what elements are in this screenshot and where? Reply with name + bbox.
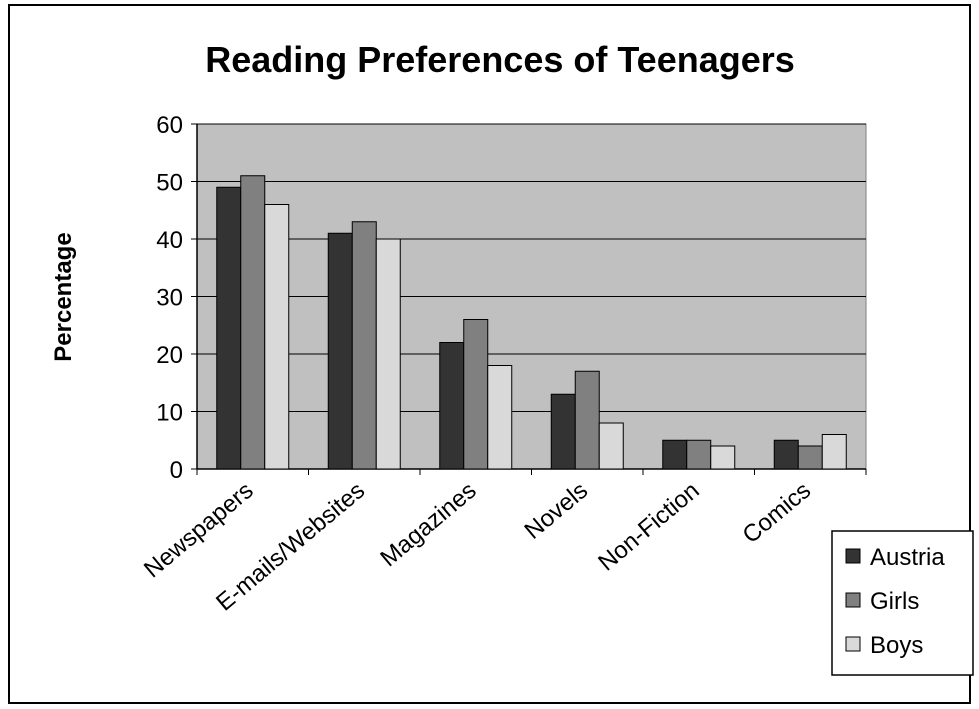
legend-swatch xyxy=(845,636,861,652)
bar-girls xyxy=(240,175,266,470)
y-axis-label: Percentage xyxy=(50,232,77,361)
y-tick-label: 10 xyxy=(156,400,183,427)
bar-austria xyxy=(439,342,465,470)
chart-title: Reading Preferences of Teenagers xyxy=(205,39,795,80)
y-tick-label: 40 xyxy=(156,227,183,254)
x-tick-label: Novels xyxy=(520,477,594,545)
bar-girls xyxy=(574,370,600,470)
x-tick-label: Non-Fiction xyxy=(593,477,704,577)
legend: Austria Girls Boys xyxy=(831,530,974,676)
bar-boys xyxy=(375,238,401,470)
bar-girls xyxy=(463,319,489,470)
bar-girls xyxy=(351,221,377,470)
bar-austria xyxy=(327,232,353,470)
legend-label: Boys xyxy=(870,632,923,659)
bar-girls xyxy=(797,445,823,470)
bar-austria xyxy=(216,186,242,470)
bar-boys xyxy=(264,204,290,470)
y-tick-label: 0 xyxy=(170,457,183,484)
legend-swatch xyxy=(845,548,861,564)
bar-austria xyxy=(550,393,576,470)
bar-austria xyxy=(662,439,688,470)
y-tick-label: 30 xyxy=(156,285,183,312)
y-tick-label: 20 xyxy=(156,342,183,369)
bar-boys xyxy=(710,445,736,470)
bar-boys xyxy=(821,434,847,470)
y-tick-label: 60 xyxy=(156,112,183,139)
x-tick-label: Magazines xyxy=(375,477,481,572)
x-tick-label: Newspapers xyxy=(139,477,259,583)
x-tick-label: Comics xyxy=(737,477,816,549)
legend-label: Girls xyxy=(870,588,919,615)
y-tick-label: 50 xyxy=(156,170,183,197)
legend-label: Austria xyxy=(870,544,945,571)
bar-boys xyxy=(598,422,624,470)
legend-swatch xyxy=(845,592,861,608)
bar-boys xyxy=(487,365,513,470)
bar-austria xyxy=(773,439,799,470)
bar-girls xyxy=(686,439,712,470)
